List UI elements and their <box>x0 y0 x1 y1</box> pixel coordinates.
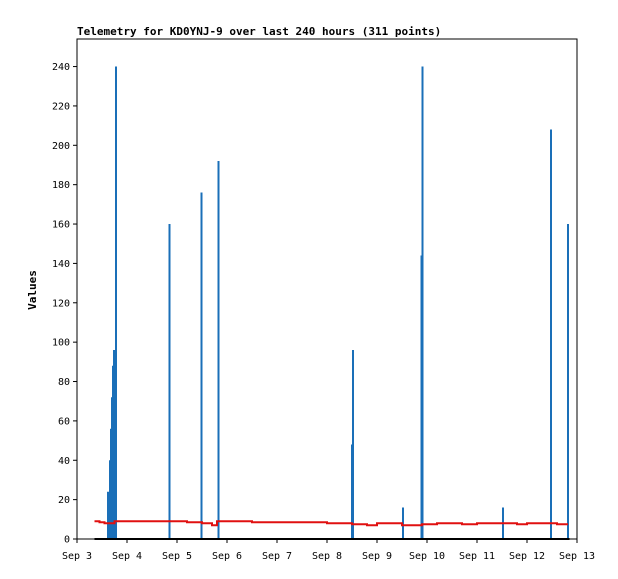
x-tick-label: Sep 13 <box>559 551 595 562</box>
y-axis: 0 20 40 60 80 100 120 140 160 180 200 220 240 <box>52 62 77 546</box>
x-axis: Sep 3 Sep 4 Sep 5 Sep 6 Sep 7 Sep 8 Sep 9 Sep 1… <box>62 539 595 562</box>
y-tick-label: 60 <box>58 416 70 427</box>
y-tick-label: 200 <box>52 141 70 152</box>
x-tick-label: Sep 9 <box>362 551 392 562</box>
x-tick-label: Sep 5 <box>162 551 192 562</box>
x-tick-label: Sep 3 <box>62 551 92 562</box>
y-tick-label: 240 <box>52 62 70 73</box>
y-tick-label: 40 <box>58 456 70 467</box>
chart-title: Telemetry for KD0YNJ-9 over last 240 hou… <box>77 25 441 38</box>
y-tick-label: 140 <box>52 259 70 270</box>
y-tick-label: 180 <box>52 180 70 191</box>
baseline-series-line <box>94 520 568 527</box>
y-tick-label: 220 <box>52 101 70 112</box>
y-tick-label: 80 <box>58 377 70 388</box>
x-tick-label: Sep 6 <box>212 551 242 562</box>
y-tick-label: 0 <box>64 535 70 546</box>
y-tick-label: 20 <box>58 495 70 506</box>
data-marks <box>94 66 570 540</box>
y-tick-label: 160 <box>52 220 70 231</box>
x-tick-label: Sep 4 <box>112 551 142 562</box>
x-tick-label: Sep 11 <box>459 551 495 562</box>
x-tick-label: Sep 8 <box>312 551 342 562</box>
plot-area-frame <box>76 38 578 540</box>
x-tick-label: Sep 12 <box>509 551 545 562</box>
y-tick-label: 120 <box>52 298 70 309</box>
x-tick-label: Sep 10 <box>409 551 445 562</box>
y-tick-label: 100 <box>52 338 70 349</box>
x-tick-label: Sep 7 <box>262 551 292 562</box>
y-axis-label: Values <box>26 270 39 310</box>
